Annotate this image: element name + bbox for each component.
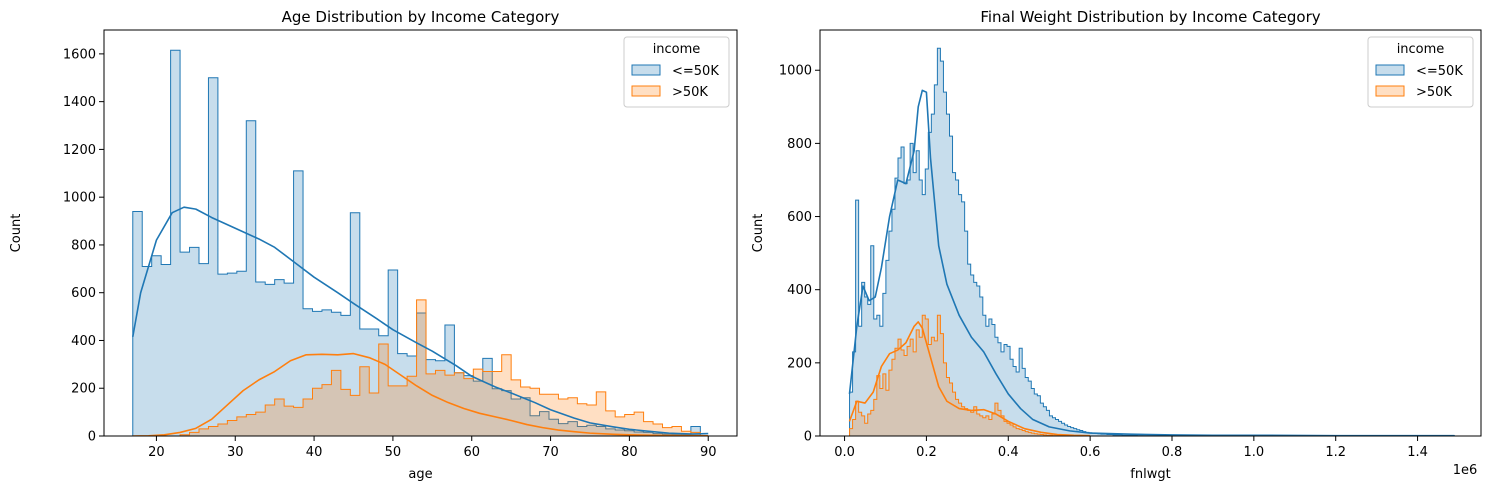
legend-entry-label: <=50K — [672, 64, 719, 79]
legend-swatch — [631, 85, 661, 97]
legend-box — [1367, 36, 1474, 108]
y-tick-label: 0 — [88, 430, 96, 445]
x-tick-label: 80 — [621, 445, 638, 460]
y-tick-label: 800 — [787, 137, 812, 152]
y-tick-label: 600 — [787, 210, 812, 225]
x-tick-label: 0.2 — [916, 445, 937, 460]
legend: income <=50K >50K — [1367, 36, 1474, 108]
y-tick-label: 600 — [71, 286, 96, 301]
fnlwgt-histogram-panel: 0.0 0.2 0.4 0.6 0.8 1.0 1.2 1.4 0 200 400 600 800 100… — [751, 8, 1482, 482]
plot-content — [848, 47, 1455, 436]
legend-entry-label: <=50K — [1416, 64, 1463, 79]
x-tick-label: 50 — [385, 445, 402, 460]
x-axis-label: age — [408, 467, 432, 482]
histogram-fill->50K — [132, 299, 701, 436]
x-axis-label: fnlwgt — [1130, 467, 1170, 482]
y-tick-label: 200 — [787, 356, 812, 371]
plot-area: 20 30 40 50 60 70 80 90 0 200 400 600 800 1000 1200 140… — [63, 29, 738, 460]
x-tick-label: 20 — [148, 445, 165, 460]
x-tick-label: 1.0 — [1244, 445, 1265, 460]
chart-title: Final Weight Distribution by Income Cate… — [980, 8, 1320, 26]
y-tick-label: 1000 — [63, 191, 96, 206]
kde-line-<=50K — [848, 89, 1455, 436]
x-axis-offset-label: 1e6 — [1453, 463, 1478, 478]
chart-title: Age Distribution by Income Category — [282, 8, 560, 26]
y-axis-label: Count — [751, 214, 766, 253]
legend-swatch — [631, 64, 661, 76]
y-tick-label: 400 — [71, 334, 96, 349]
x-tick-label: 1.4 — [1407, 445, 1428, 460]
plot-content — [131, 49, 709, 436]
y-tick-label: 800 — [71, 238, 96, 253]
legend-box — [623, 36, 730, 108]
y-tick-label: 1600 — [63, 47, 96, 62]
legend: income <=50K >50K — [623, 36, 730, 108]
y-tick-label: 1000 — [779, 64, 812, 79]
legend-entry-label: >50K — [672, 85, 708, 100]
kde-line->50K — [132, 352, 709, 436]
y-tick-label: 400 — [787, 283, 812, 298]
x-tick-label: 40 — [306, 445, 323, 460]
histogram-fill-<=50K — [132, 50, 701, 436]
plot-frame — [819, 29, 1482, 437]
plot-area: 0.0 0.2 0.4 0.6 0.8 1.0 1.2 1.4 0 200 400 600 800 100… — [779, 29, 1482, 460]
x-tick-label: 0.4 — [998, 445, 1019, 460]
x-tick-label: 0.6 — [1080, 445, 1101, 460]
histogram-outline->50K — [849, 314, 1063, 436]
legend-swatch — [1375, 85, 1405, 97]
legend-title: income — [1397, 42, 1445, 57]
y-tick-label: 0 — [804, 430, 812, 445]
legend-swatch — [1375, 64, 1405, 76]
x-tick-label: 30 — [227, 445, 244, 460]
y-tick-label: 1400 — [63, 95, 96, 110]
y-axis-label: Count — [9, 214, 24, 253]
x-tick-label: 1.2 — [1325, 445, 1346, 460]
x-tick-label: 90 — [700, 445, 717, 460]
x-tick-label: 70 — [542, 445, 559, 460]
histogram-outline->50K — [132, 299, 701, 436]
y-tick-label: 200 — [71, 382, 96, 397]
x-tick-label: 60 — [463, 445, 480, 460]
kde-line-<=50K — [131, 206, 709, 435]
legend-title: income — [653, 42, 701, 57]
histogram-fill->50K — [849, 315, 1062, 436]
age-histogram-panel: 20 30 40 50 60 70 80 90 0 200 400 600 800 1000 1200 140… — [9, 8, 738, 482]
legend-entry-label: >50K — [1416, 85, 1452, 100]
histogram-fill-<=50K — [849, 48, 1455, 436]
x-tick-label: 0.0 — [834, 445, 855, 460]
y-tick-label: 1200 — [63, 143, 96, 158]
kde-line->50K — [848, 321, 1091, 436]
x-tick-label: 0.8 — [1162, 445, 1183, 460]
plot-frame — [103, 29, 738, 437]
